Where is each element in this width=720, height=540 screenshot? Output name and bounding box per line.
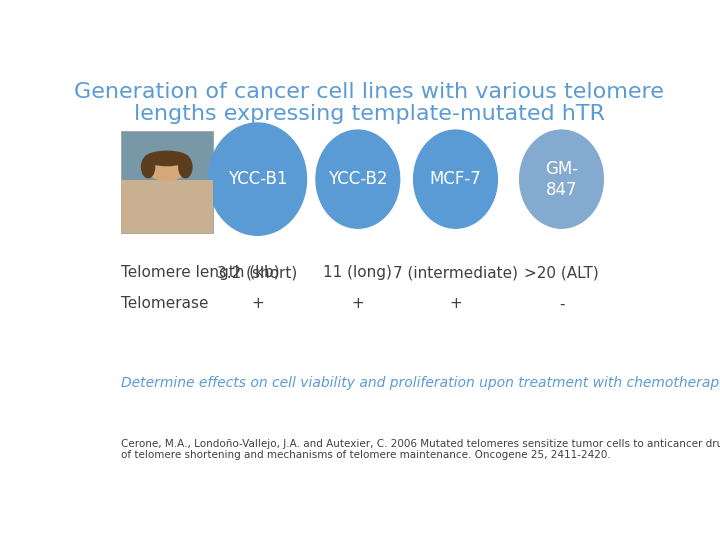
Text: GM-
847: GM- 847 (545, 160, 578, 199)
Text: +: + (449, 296, 462, 312)
Text: +: + (251, 296, 264, 312)
Text: 3.2 (short): 3.2 (short) (217, 265, 297, 280)
Ellipse shape (144, 151, 189, 166)
Ellipse shape (316, 130, 400, 228)
Ellipse shape (520, 130, 603, 228)
Ellipse shape (413, 130, 498, 228)
Text: 11 (long): 11 (long) (323, 265, 392, 280)
Text: -: - (559, 296, 564, 312)
Text: lengths expressing template-mutated hTR: lengths expressing template-mutated hTR (133, 104, 605, 124)
Bar (121, 131, 213, 233)
Ellipse shape (141, 156, 156, 178)
Text: Cerone, M.A., Londoño-Vallejo, J.A. and Autexier, C. 2006 Mutated telomeres sens: Cerone, M.A., Londoño-Vallejo, J.A. and … (121, 438, 720, 460)
Ellipse shape (146, 153, 187, 181)
Text: YCC-B1: YCC-B1 (228, 170, 287, 188)
Text: MCF-7: MCF-7 (430, 170, 482, 188)
Ellipse shape (178, 156, 193, 178)
Bar (121, 180, 213, 233)
Ellipse shape (208, 123, 307, 235)
Text: Generation of cancer cell lines with various telomere: Generation of cancer cell lines with var… (74, 82, 664, 102)
Text: +: + (351, 296, 364, 312)
Text: Telomere length (kb): Telomere length (kb) (121, 265, 279, 280)
Text: Telomerase: Telomerase (121, 296, 208, 312)
Text: 7 (intermediate): 7 (intermediate) (393, 265, 518, 280)
Text: YCC-B2: YCC-B2 (328, 170, 387, 188)
Text: >20 (ALT): >20 (ALT) (524, 265, 599, 280)
Text: Determine effects on cell viability and proliferation upon treatment with chemot: Determine effects on cell viability and … (121, 376, 720, 390)
